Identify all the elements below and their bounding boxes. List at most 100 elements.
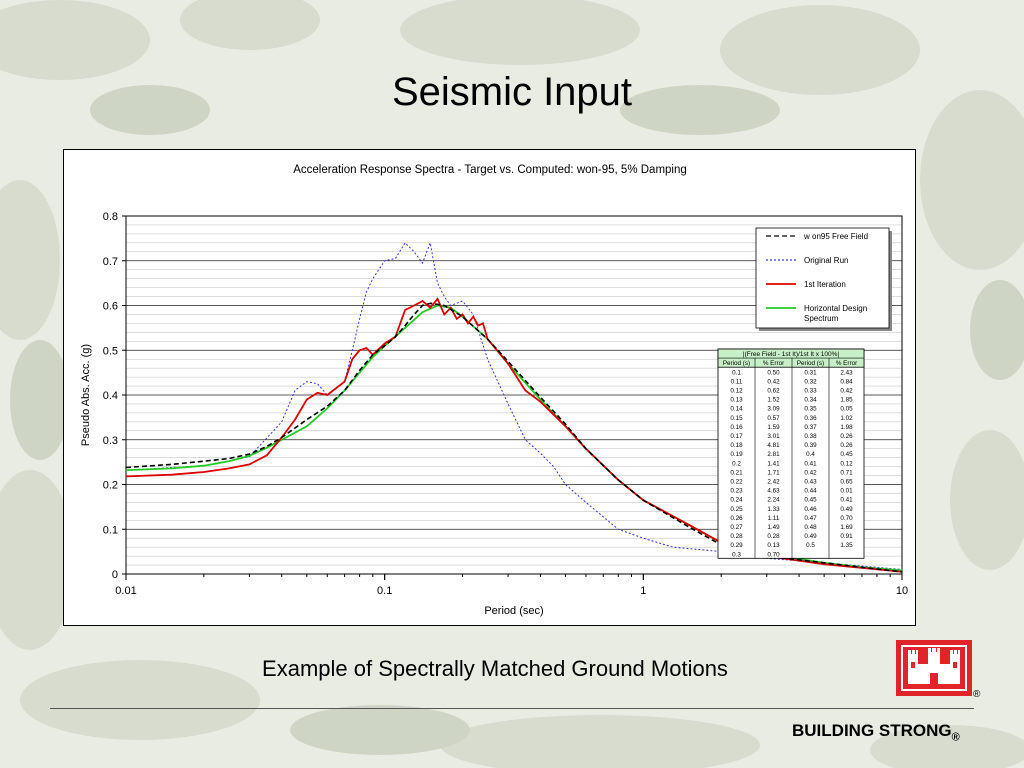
table-cell: 2.81 [767, 451, 780, 458]
table-cell: 0.41 [804, 460, 817, 467]
x-tick-label: 0.1 [377, 585, 392, 597]
castle-logo [896, 640, 972, 696]
table-cell: 0.46 [804, 506, 817, 513]
table-cell: 0.44 [804, 488, 817, 495]
table-cell: 0.15 [730, 415, 743, 422]
table-cell: 0.4 [806, 451, 815, 458]
table-cell: 1.71 [767, 469, 780, 476]
table-cell: 0.28 [767, 533, 780, 540]
table-cell: 0.16 [730, 424, 743, 431]
table-cell: 2.43 [840, 369, 853, 376]
table-cell: 0.36 [804, 415, 817, 422]
table-cell: 3.01 [767, 433, 780, 440]
series-line [125, 241, 903, 570]
y-tick-label: 0.8 [103, 211, 118, 223]
table-cell: 0.19 [730, 451, 743, 458]
y-tick-label: 0.3 [103, 435, 118, 447]
table-cell: 0.22 [730, 479, 743, 486]
y-tick-label: 0.2 [103, 480, 118, 492]
table-cell: 0.33 [804, 388, 817, 395]
table-cell: 0.48 [804, 524, 817, 531]
table-cell: 0.70 [840, 515, 853, 522]
slide-title: Seismic Input [391, 70, 633, 114]
x-tick-label: 1 [640, 585, 646, 597]
table-cell: 0.57 [767, 415, 780, 422]
y-tick-label: 0.4 [103, 390, 118, 402]
table-cell: 0.50 [767, 369, 780, 376]
table-cell: 0.25 [730, 506, 743, 513]
table-cell: 0.84 [840, 378, 853, 385]
chart-title: Acceleration Response Spectra - Target v… [293, 164, 687, 176]
table-cell: 1.11 [768, 515, 780, 522]
table-cell: 0.38 [804, 433, 817, 440]
table-cell: 0.29 [730, 542, 743, 549]
table-cell: 0.41 [840, 497, 853, 504]
table-cell: 0.27 [730, 524, 743, 531]
table-cell: 0.01 [840, 488, 853, 495]
legend: w on95 Free Field Original Run 1st Iterati… [755, 227, 892, 331]
table-cell: 0.13 [767, 542, 780, 549]
table-cell: 0.42 [840, 388, 853, 395]
y-tick-label: 0.1 [103, 524, 118, 536]
footer-motto-text: BUILDING STRONG [792, 721, 952, 740]
table-cell: 1.41 [767, 460, 780, 467]
slide-caption: Example of Spectrally Matched Ground Mot… [262, 656, 728, 681]
table-header: % Error [763, 360, 784, 367]
table-cell: 4.81 [767, 442, 780, 449]
series-lines [125, 241, 903, 573]
table-cell: 0.17 [730, 433, 743, 440]
table-cell: 0.26 [730, 515, 743, 522]
legend-label: 1st Iteration [804, 280, 846, 289]
table-cell: 0.91 [840, 533, 853, 540]
table-cell: 0.42 [804, 469, 817, 476]
table-cell: 1.49 [767, 524, 780, 531]
error-table: |(Free Field - 1st It)/1st It x 100%| Per… [717, 348, 865, 559]
table-header: Period (s) [797, 360, 824, 367]
logo-registered-mark: ® [973, 689, 981, 700]
table-cell: 1.98 [840, 424, 853, 431]
chart-panel: Acceleration Response Spectra - Target v… [63, 149, 916, 626]
table-cell: 0.24 [730, 497, 743, 504]
table-cell: 0.45 [804, 497, 817, 504]
response-spectra-chart: Acceleration Response Spectra - Target v… [80, 164, 908, 617]
table-cell: 0.5 [806, 542, 815, 549]
y-tick-label: 0.6 [103, 301, 118, 313]
table-cell: 0.49 [804, 533, 817, 540]
table-cell: 0.45 [840, 451, 853, 458]
legend-label: w on95 Free Field [803, 232, 868, 241]
table-cell: 0.39 [804, 442, 817, 449]
x-tick-label: 10 [896, 585, 908, 597]
table-cell: 0.05 [840, 406, 853, 413]
table-cell: 0.26 [840, 442, 853, 449]
footer-rule [50, 708, 974, 709]
table-cell: 1.35 [840, 542, 853, 549]
table-cell: 0.21 [730, 469, 743, 476]
table-cell: 4.63 [767, 488, 780, 495]
axes: 00.10.20.30.40.50.60.70.80.01 0.1 1 10 [103, 211, 908, 597]
table-cell: 0.31 [804, 369, 817, 376]
table-cell: 0.37 [804, 424, 817, 431]
table-cell: 0.70 [767, 551, 780, 558]
y-tick-label: 0.7 [103, 256, 118, 268]
table-cell: 0.14 [730, 406, 743, 413]
table-cell: 0.13 [730, 397, 743, 404]
table-cell: 0.12 [840, 460, 853, 467]
x-tick-label: 0.01 [115, 585, 136, 597]
table-cell: 0.35 [804, 406, 817, 413]
table-cell: 0.47 [804, 515, 817, 522]
table-cell: 1.59 [767, 424, 780, 431]
table-cell: 0.26 [840, 433, 853, 440]
table-cell: 0.62 [767, 388, 780, 395]
table-cell: 0.1 [732, 369, 741, 376]
table-cell: 0.11 [731, 378, 743, 385]
y-axis-label: Pseudo Abs. Acc. (g) [80, 344, 92, 446]
table-cell: 0.23 [730, 488, 743, 495]
table-cell: 0.34 [804, 397, 817, 404]
table-cell: 2.42 [767, 479, 780, 486]
y-tick-label: 0.5 [103, 345, 118, 357]
table-header: Period (s) [723, 360, 750, 367]
table-cell: 0.32 [804, 378, 817, 385]
table-cell: 0.2 [732, 460, 741, 467]
table-cell: 0.12 [730, 388, 743, 395]
table-cell: 1.52 [767, 397, 780, 404]
